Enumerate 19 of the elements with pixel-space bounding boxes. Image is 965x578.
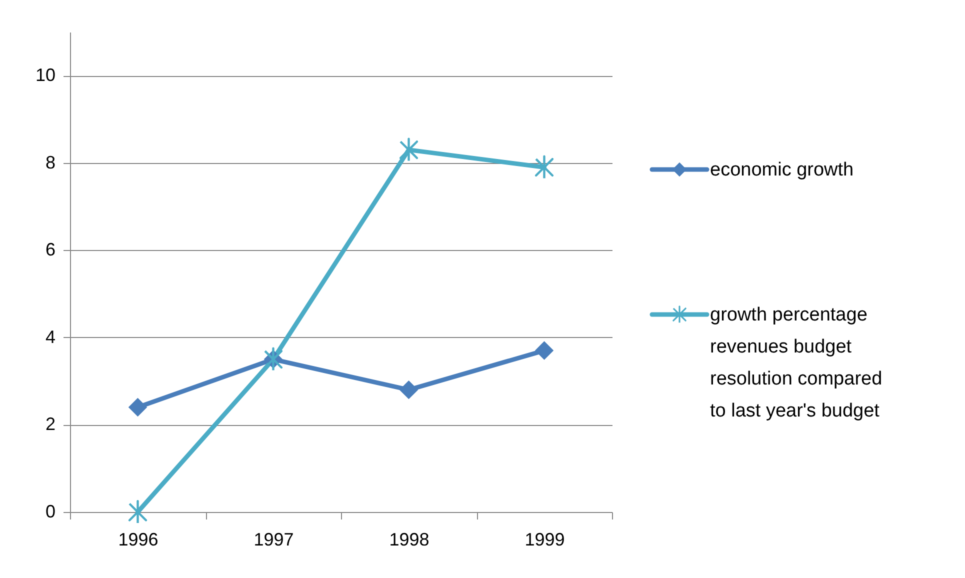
y-tick-label: 8	[45, 152, 56, 172]
legend-label: economic growth	[710, 160, 854, 180]
y-tick-label: 0	[45, 502, 56, 522]
point	[534, 155, 554, 180]
legend-label: growth percentage revenues budget resolution compared to last year's budget	[710, 304, 882, 422]
x-tick-label: 1997	[254, 530, 294, 550]
point	[128, 398, 147, 416]
point	[399, 138, 418, 162]
x-tick-label: 1998	[389, 530, 430, 550]
point	[400, 380, 418, 399]
point	[264, 347, 283, 372]
y-tick-label: 2	[45, 414, 56, 434]
x-tick-label: 1999	[524, 530, 565, 550]
point	[535, 341, 554, 360]
x-tick-label: 1996	[118, 530, 158, 550]
y-tick-label: 6	[45, 240, 56, 260]
y-tick-label: 4	[45, 326, 56, 347]
point	[128, 500, 148, 524]
y-tick-label: 10	[35, 65, 56, 86]
